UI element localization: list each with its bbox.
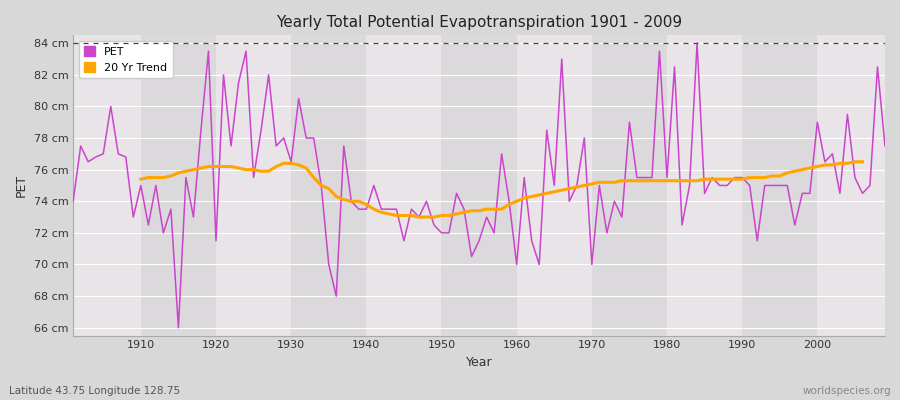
PET <box>511 262 522 267</box>
20 Yr Trend <box>699 177 710 182</box>
20 Yr Trend <box>413 215 424 220</box>
20 Yr Trend <box>857 159 868 164</box>
20 Yr Trend <box>188 167 199 172</box>
Text: Latitude 43.75 Longitude 128.75: Latitude 43.75 Longitude 128.75 <box>9 386 180 396</box>
Title: Yearly Total Potential Evapotranspiration 1901 - 2009: Yearly Total Potential Evapotranspiratio… <box>276 15 682 30</box>
Bar <box>742 35 817 336</box>
PET <box>301 136 311 140</box>
X-axis label: Year: Year <box>466 356 492 369</box>
Line: 20 Yr Trend: 20 Yr Trend <box>140 162 862 217</box>
20 Yr Trend <box>323 186 334 191</box>
PET <box>68 199 78 204</box>
PET <box>879 144 890 148</box>
20 Yr Trend <box>850 159 860 164</box>
20 Yr Trend <box>504 202 515 207</box>
Text: worldspecies.org: worldspecies.org <box>803 386 891 396</box>
PET <box>692 41 703 46</box>
Legend: PET, 20 Yr Trend: PET, 20 Yr Trend <box>78 41 173 78</box>
PET <box>518 175 529 180</box>
PET <box>609 199 620 204</box>
PET <box>346 199 356 204</box>
20 Yr Trend <box>556 188 567 192</box>
PET <box>128 215 139 220</box>
Line: PET: PET <box>73 43 885 328</box>
Bar <box>592 35 667 336</box>
Bar <box>442 35 517 336</box>
20 Yr Trend <box>135 177 146 182</box>
Bar <box>292 35 366 336</box>
PET <box>173 325 184 330</box>
Bar <box>140 35 216 336</box>
20 Yr Trend <box>158 175 169 180</box>
Y-axis label: PET: PET <box>15 174 28 197</box>
